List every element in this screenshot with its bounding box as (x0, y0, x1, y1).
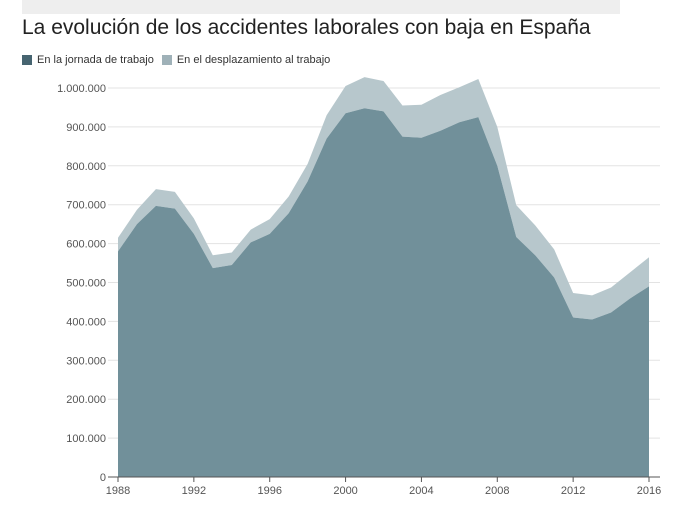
x-tick-label: 1992 (182, 485, 206, 497)
x-tick-label: 2000 (333, 485, 357, 497)
y-tick-label: 600.000 (66, 239, 106, 251)
legend-item-desplazamiento: En el desplazamiento al trabajo (161, 54, 331, 66)
chart-areas (118, 77, 649, 477)
y-tick-label: 300.000 (66, 355, 106, 367)
x-tick-label: 2012 (561, 485, 585, 497)
chart-legend: En la jornada de trabajo En el desplazam… (22, 54, 338, 66)
chart-title: La evolución de los accidentes laborales… (22, 16, 591, 39)
x-tick-label: 2004 (409, 485, 433, 497)
y-tick-label: 100.000 (66, 433, 106, 445)
x-tick-label: 1996 (257, 485, 281, 497)
legend-label-jornada: En la jornada de trabajo (37, 54, 154, 66)
y-tick-label: 800.000 (66, 161, 106, 173)
x-tick-label: 2016 (637, 485, 661, 497)
y-tick-label: 500.000 (66, 278, 106, 290)
y-tick-label: 700.000 (66, 200, 106, 212)
y-tick-label: 200.000 (66, 394, 106, 406)
y-tick-label: 1.000.000 (57, 83, 106, 95)
area-series-jornada (118, 108, 649, 477)
top-bar (22, 0, 620, 14)
legend-label-desplazamiento: En el desplazamiento al trabajo (176, 54, 331, 66)
x-tick-label: 2008 (485, 485, 509, 497)
legend-swatch-desplazamiento (161, 55, 172, 65)
legend-item-jornada: En la jornada de trabajo (22, 54, 154, 66)
area-series-desplazamiento (118, 77, 649, 320)
legend-swatch-jornada (22, 55, 32, 65)
chart-axes: 0 100.000 200.000 300.000 400.000 500.000 600.… (57, 83, 661, 497)
y-tick-label: 900.000 (66, 122, 106, 134)
y-tick-label: 0 (100, 472, 106, 484)
x-tick-label: 1988 (106, 485, 130, 497)
y-tick-label: 400.000 (66, 316, 106, 328)
